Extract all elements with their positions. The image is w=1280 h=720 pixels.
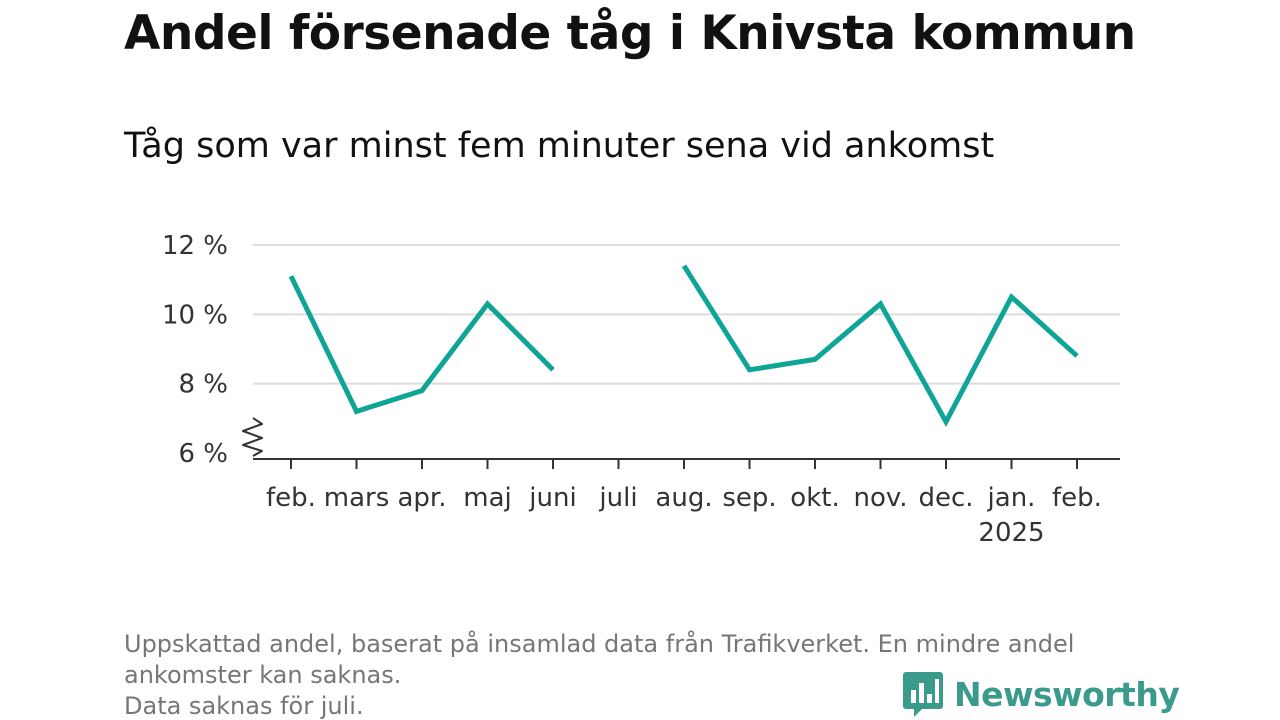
x-tick-label: maj (463, 483, 511, 513)
x-tick-label: feb. (266, 483, 316, 513)
y-tick-label: 8 % (178, 370, 228, 400)
x-tick-label: okt. (790, 483, 839, 513)
x-tick-label: jan. (987, 483, 1036, 513)
axis-break-zigzag (242, 417, 263, 457)
x-year-label: 2025 (978, 518, 1044, 548)
x-tick-label: sep. (722, 483, 776, 513)
y-tick-label: 10 % (162, 300, 228, 330)
series-line-segment (288, 275, 555, 415)
newsworthy-logo-icon (903, 672, 943, 717)
series-line (288, 264, 1079, 428)
x-tick-label: aug. (655, 483, 712, 513)
series-line-segment (681, 264, 1079, 428)
x-tick-label: dec. (918, 483, 973, 513)
footnote-line-2: ankomster kan saknas. (124, 661, 402, 689)
x-tick-label: mars (324, 483, 390, 513)
x-tick-label: apr. (397, 483, 446, 513)
x-axis-ticks: feb. mars apr. maj juni juli aug. sep. okt. nov. d… (266, 459, 1102, 548)
y-tick-label: 6 % (178, 439, 228, 469)
x-tick-label: feb. (1052, 483, 1102, 513)
x-tick-label: nov. (853, 483, 907, 513)
brand-name: Newsworthy (954, 674, 1180, 714)
y-tick-label: 12 % (162, 231, 228, 261)
brand-logo: Newsworthy (902, 670, 1180, 718)
x-tick-label: juni (528, 483, 576, 513)
chart-subtitle: Tåg som var minst fem minuter sena vid a… (124, 126, 995, 166)
axis-break-icon (242, 417, 263, 457)
footnote-line-1: Uppskattad andel, baserat på insamlad da… (124, 630, 1075, 658)
grid-lines (253, 244, 1120, 385)
chart-title: Andel försenade tåg i Knivsta kommun (124, 6, 1136, 61)
y-axis-ticks: 6 % 8 % 10 % 12 % (162, 231, 228, 469)
footnote-line-3: Data saknas för juli. (124, 692, 364, 720)
x-tick-label: juli (598, 483, 637, 513)
